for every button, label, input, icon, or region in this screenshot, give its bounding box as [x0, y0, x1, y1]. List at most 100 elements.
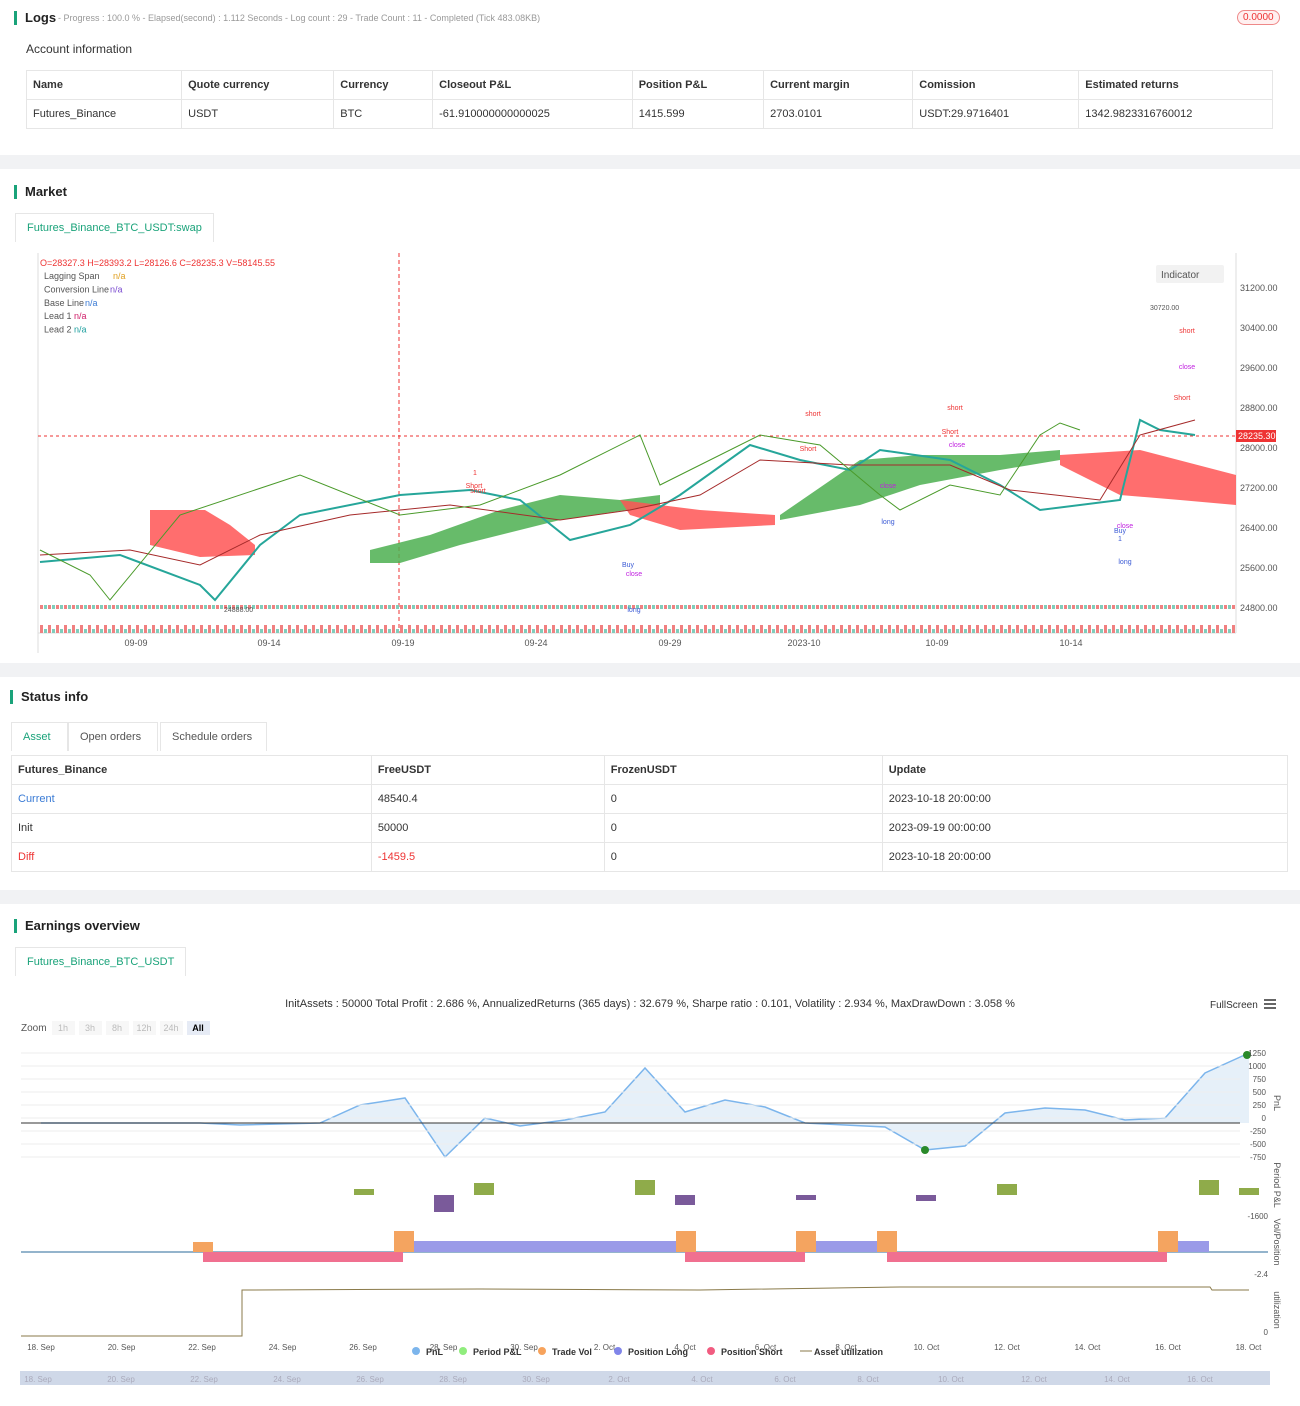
separator: [0, 155, 1300, 169]
axis-title: utilization: [1272, 1291, 1282, 1329]
status-title: Status info: [10, 690, 88, 704]
navigator-label: 18. Sep: [24, 1375, 52, 1384]
price: [39, 418, 1196, 602]
row: Current 48540.4 0 2023-10-18 20:00:00: [11, 784, 1289, 814]
header-cell: Update: [881, 755, 1289, 785]
header-cell: Comission: [912, 70, 1080, 100]
header-cell: Estimated returns: [1078, 70, 1273, 100]
annotation: Buy: [622, 562, 635, 569]
status-tab[interactable]: Schedule orders: [160, 722, 267, 751]
header-row: Futures_Binance FreeUSDT FrozenUSDT Update: [11, 755, 1289, 785]
market-tab[interactable]: Futures_Binance_BTC_USDT:swap: [15, 213, 214, 242]
header-cell: Futures_Binance: [11, 755, 372, 785]
legend-label: Trade Vol: [552, 1347, 592, 1357]
cell: Init: [11, 813, 372, 843]
header-cell: Quote currency: [181, 70, 335, 100]
separator: [0, 663, 1300, 677]
x-tick-label: 30. Sep: [510, 1343, 538, 1352]
market-title: Market: [14, 185, 67, 199]
earnings-title: Earnings overview: [14, 919, 140, 933]
x-tick-label: 18. Sep: [27, 1343, 55, 1352]
navigator-label: 14. Oct: [1104, 1375, 1131, 1384]
fullscreen[interactable]: FullScreen: [1210, 1000, 1258, 1011]
zoom-button[interactable]: [187, 1021, 210, 1035]
price-tag: [1236, 430, 1276, 442]
x-tick-label: 09-24: [524, 638, 547, 648]
x-tick-label: 12. Oct: [994, 1343, 1021, 1352]
annotation: long: [1118, 559, 1131, 566]
navigator-label: 8. Oct: [857, 1375, 879, 1384]
zoom-button-label: 12h: [136, 1023, 151, 1033]
y-tick-label: 27200.00: [1240, 483, 1278, 493]
logs-summary: - Progress : 100.0 % - Elapsed(second) :…: [58, 13, 541, 23]
status-tab[interactable]: Asset: [11, 722, 68, 751]
legend-value: n/a: [113, 271, 126, 281]
zoom-button[interactable]: [106, 1021, 129, 1035]
annotation: 1: [1118, 536, 1122, 543]
cell: 50000: [370, 813, 605, 843]
utilization-line: [21, 1286, 1249, 1337]
cloud-green: [370, 495, 660, 563]
x-tick-label: 09-14: [257, 638, 280, 648]
cell: 1415.599: [631, 99, 765, 129]
header-cell: Currency: [333, 70, 434, 100]
navigator-label: 10. Oct: [938, 1375, 965, 1384]
cloud-red: [620, 500, 775, 530]
y-tick-label: 28000.00: [1240, 443, 1278, 453]
header-cell: FreeUSDT: [370, 755, 605, 785]
axis-title: PnL: [1272, 1095, 1282, 1111]
legend-value: n/a: [85, 298, 98, 308]
pnl-tick-label: 1250: [1248, 1049, 1266, 1058]
legend-label: Position Short: [721, 1347, 783, 1357]
annotation: Short: [1174, 395, 1191, 402]
pnl-tick-label: -500: [1250, 1140, 1267, 1149]
pnl-tick-label: 250: [1253, 1101, 1267, 1110]
stats: InitAssets : 50000 Total Profit : 2.686 …: [285, 998, 1015, 1010]
x-tick-label: 8. Oct: [835, 1343, 857, 1352]
separator: [0, 890, 1300, 904]
zoom-button-label: All: [192, 1023, 204, 1033]
x-tick-label: 10. Oct: [914, 1343, 941, 1352]
legend-value: n/a: [110, 284, 123, 294]
cell: 1342.9823316760012: [1078, 99, 1273, 129]
status-tab[interactable]: Open orders: [68, 722, 158, 751]
cell: BTC: [333, 99, 434, 129]
cell: 0: [603, 842, 883, 872]
pnl-tick-label: 1000: [1248, 1062, 1266, 1071]
x-tick-label: 2023-10: [787, 638, 820, 648]
position-bars: [193, 1231, 1209, 1262]
axis-title: Vol/Position: [1272, 1218, 1282, 1265]
zoom-button-label: 1h: [58, 1023, 68, 1033]
zoom-button-label: 24h: [163, 1023, 178, 1033]
menu-icon[interactable]: [1264, 999, 1276, 1009]
annotation: close: [1179, 364, 1195, 371]
annotation: 1: [473, 470, 477, 477]
x-tick-label: 09-19: [391, 638, 414, 648]
account-table: Name Quote currency Currency Closeout P&L Po…: [25, 70, 1273, 129]
indicator-button[interactable]: [1156, 265, 1224, 283]
row: Futures_Binance USDT BTC -61.91000000000002…: [25, 99, 1273, 129]
annotation: short: [947, 405, 963, 412]
cloud-red: [150, 510, 255, 557]
cloud-green: [780, 450, 1060, 520]
zoom-button[interactable]: [133, 1021, 156, 1035]
cell: USDT:29.9716401: [912, 99, 1080, 129]
indicator-label: Indicator: [1161, 270, 1200, 281]
zoom-button[interactable]: [160, 1021, 183, 1035]
volume: [40, 605, 1236, 633]
earnings-chart: InitAssets : 50000 Total Profit : 2.686 …: [20, 998, 1282, 1385]
zoom-button[interactable]: [79, 1021, 102, 1035]
header-row: Name Quote currency Currency Closeout P&L Po…: [25, 70, 1273, 100]
legend-label: PnL: [426, 1347, 444, 1357]
legend-label: Period P&L: [473, 1347, 522, 1357]
navigator[interactable]: [20, 1371, 1270, 1385]
x-tick-label: 2. Oct: [594, 1343, 616, 1352]
y-tick-label: 31200.00: [1240, 283, 1278, 293]
zoom-button[interactable]: [52, 1021, 75, 1035]
header-cell: Closeout P&L: [432, 70, 633, 100]
cell: USDT: [181, 99, 335, 129]
price-tag-label: 28235.30: [1238, 431, 1276, 441]
x-tick-label: 09-29: [658, 638, 681, 648]
earnings-tab[interactable]: Futures_Binance_BTC_USDT: [15, 947, 187, 976]
